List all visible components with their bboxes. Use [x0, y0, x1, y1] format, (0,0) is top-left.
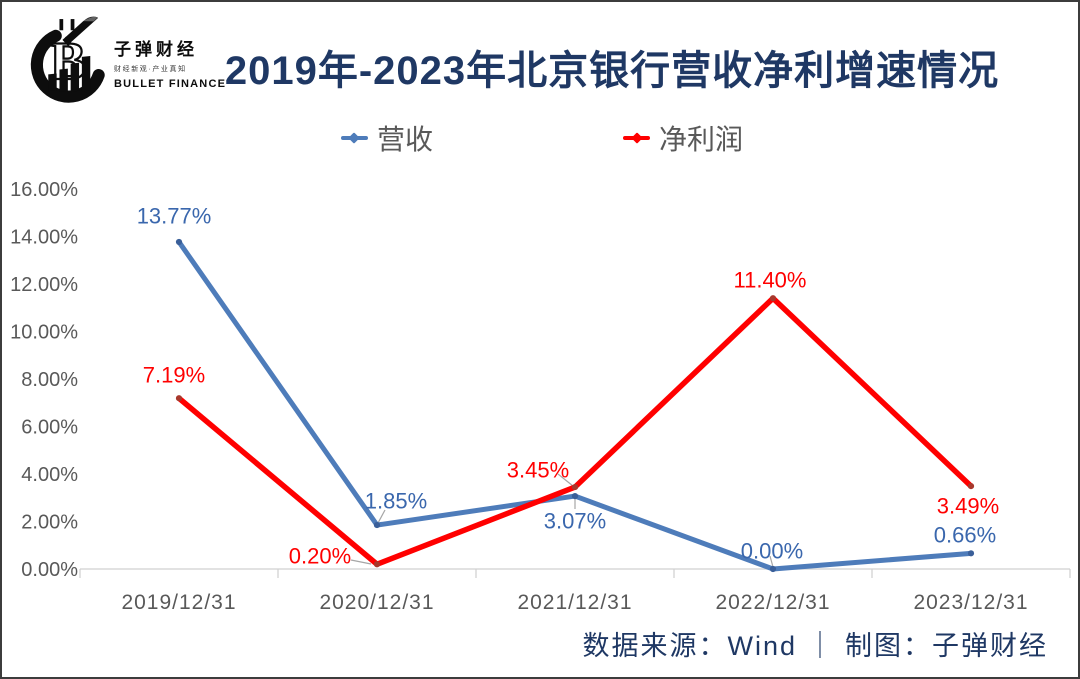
x-axis-label: 2022/12/31 — [715, 591, 830, 614]
bullet-finance-logo-icon: B — [30, 16, 105, 103]
brand-tagline: 财经新观·产业真知 — [114, 65, 187, 73]
line-chart-plot-area: 0.00% 2.00% 4.00% 6.00% 8.00% 10.00% 12.00% 14.… — [2, 172, 1078, 632]
brand-name-cn: 子弹财经 — [114, 39, 198, 59]
logo-text: 子弹财经 财经新观·产业真知 BULLET FINANCE — [114, 35, 226, 90]
legend-label-revenue: 营收 — [376, 124, 433, 155]
label-leader-line — [769, 555, 774, 568]
net-profit-line-marker-icon — [623, 136, 650, 140]
data-point-marker — [769, 295, 777, 302]
data-label-营收: 3.07% — [544, 509, 606, 534]
line-chart-svg: 0.00% 2.00% 4.00% 6.00% 8.00% 10.00% 12.00% 14.… — [10, 179, 1071, 614]
y-axis-tick-label: 0.00% — [21, 559, 78, 581]
bullet-finance-logo: B 子弹财经 财经新观·产业真知 BULLET FINANCE — [24, 10, 244, 114]
y-axis-tick-label: 14.00% — [10, 227, 78, 249]
legend-label-net-profit: 净利润 — [659, 124, 744, 155]
label-leader-line — [377, 509, 386, 524]
brand-name-en: BULLET FINANCE — [114, 77, 227, 90]
x-axis-label: 2020/12/31 — [319, 591, 434, 614]
data-point-marker — [175, 238, 183, 246]
data-point-marker — [373, 521, 381, 529]
x-axis-label: 2019/12/31 — [121, 591, 236, 614]
data-point-marker — [967, 483, 975, 490]
legend-item-revenue: 营收 — [340, 118, 433, 158]
data-label-净利润: 3.45% — [507, 458, 569, 483]
data-label-营收: 1.85% — [365, 489, 427, 514]
y-axis-tick-label: 4.00% — [21, 464, 78, 486]
data-source-note: 数据来源：Wind ｜ 制图：子弹财经 — [582, 631, 1048, 661]
data-label-净利润: 11.40% — [734, 268, 807, 293]
y-axis-tick-label: 12.00% — [10, 274, 78, 296]
y-axis-tick-label: 16.00% — [10, 179, 78, 201]
x-axis-label: 2021/12/31 — [517, 591, 632, 614]
revenue-line-marker-icon — [340, 136, 368, 140]
data-point-marker — [571, 483, 579, 491]
chart-title: 2019年-2023年北京银行营收净利增速情况 — [224, 49, 1000, 93]
y-axis-tick-label: 8.00% — [21, 369, 78, 391]
data-point-marker — [967, 550, 975, 557]
data-point-marker — [373, 561, 381, 568]
legend-item-net-profit: 净利润 — [623, 118, 743, 158]
data-label-净利润: 7.19% — [143, 363, 205, 388]
label-leader-line — [350, 559, 372, 565]
data-label-营收: 13.77% — [137, 204, 212, 229]
data-label-营收: 0.00% — [741, 539, 803, 564]
data-label-净利润: 3.49% — [937, 494, 999, 519]
label-leader-line — [557, 473, 574, 487]
data-label-营收: 0.66% — [934, 523, 996, 548]
chart-legend: 营收 净利润 — [2, 118, 1078, 158]
y-axis-tick-label: 6.00% — [21, 417, 78, 439]
y-axis-tick-label: 10.00% — [10, 322, 78, 344]
data-point-marker — [571, 492, 579, 500]
data-point-marker — [175, 395, 183, 402]
x-axis-label: 2023/12/31 — [913, 591, 1028, 614]
y-axis-tick-label: 2.00% — [21, 512, 78, 534]
data-point-marker — [769, 565, 777, 573]
data-label-净利润: 0.20% — [289, 544, 351, 569]
